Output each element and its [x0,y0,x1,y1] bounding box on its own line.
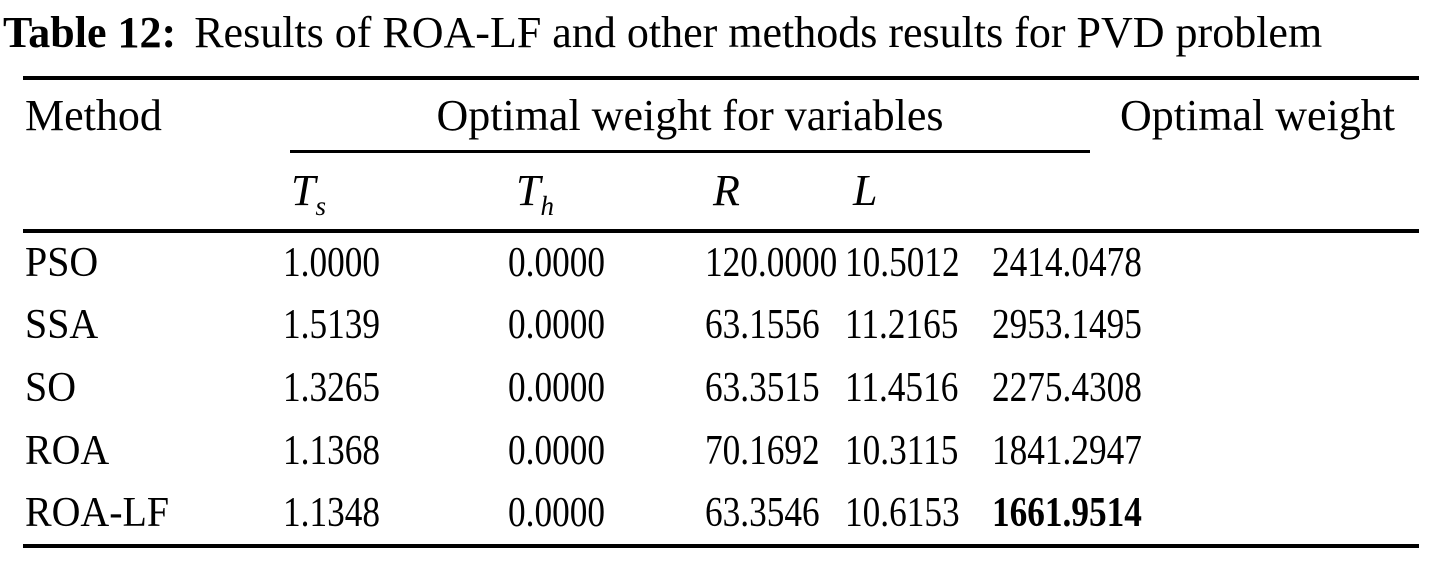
th-cell: 0.0000 [508,302,606,349]
variable-header-r: R [703,152,843,233]
l-cell: 10.6153 [845,490,960,537]
ts-cell: 1.5139 [283,302,381,349]
variable-ts-base: T [291,166,316,216]
l-cell: 11.4516 [845,365,959,412]
l-cell: 11.2165 [845,302,959,349]
variable-header-l: L [843,152,991,233]
method-cell: PSO [25,240,99,287]
variable-header-ts: Ts [281,152,506,233]
r-cell: 63.3515 [705,365,820,412]
r-cell: 120.0000 [705,240,838,287]
table-row-ssa: SSA 1.5139 0.0000 63.1556 11.2165 2953.1… [23,294,1419,357]
method-column-header: Method [23,77,281,233]
table-caption: Table 12: Results of ROA-LF and other met… [3,8,1454,59]
table-row-pso: PSO 1.0000 0.0000 120.0000 10.5012 2414.… [23,231,1419,294]
caption-text: Results of ROA-LF and other methods resu… [194,8,1323,57]
variable-r-base: R [713,166,740,216]
weight-cell: 2275.4308 [992,365,1142,412]
group-header-label: Optimal weight for variables [290,80,1091,153]
r-cell: 63.3546 [705,490,820,537]
header-row-top: Method Optimal weight for variables Opti… [23,77,1420,233]
group-column-header: Optimal weight for variables [281,78,1091,153]
results-table: Method Optimal weight for variables Opti… [23,75,1420,548]
th-cell: 0.0000 [508,365,606,412]
paper-table-page: Table 12: Results of ROA-LF and other met… [0,8,1454,562]
variable-header-th: Th [506,152,703,233]
th-cell: 0.0000 [508,490,606,537]
table-row-roa: ROA 1.1368 0.0000 70.1692 10.3115 1841.2… [23,420,1419,483]
weight-cell: 2953.1495 [992,302,1142,349]
variable-l-base: L [853,166,878,216]
header-row-variables: Ts Th R L [23,152,1419,233]
method-cell: ROA-LF [25,490,170,537]
r-cell: 70.1692 [705,428,820,475]
weight-cell: 1661.9514 [992,490,1142,537]
ts-cell: 1.1368 [283,428,381,475]
optimal-weight-column-header: Optimal weight [990,77,1420,233]
table-row-so: SO 1.3265 0.0000 63.3515 11.4516 2275.43… [23,357,1419,420]
variable-th-base: T [516,166,541,216]
th-cell: 0.0000 [508,428,606,475]
r-cell: 63.1556 [705,302,820,349]
table-row-roa-lf: ROA-LF 1.1348 0.0000 63.3546 10.6153 166… [23,483,1419,546]
weight-cell: 1841.2947 [992,428,1142,475]
weight-cell: 2414.0478 [992,240,1142,287]
ts-cell: 1.3265 [283,365,381,412]
variable-th-sub: h [540,190,554,221]
l-cell: 10.3115 [845,428,959,475]
method-cell: SO [25,365,77,412]
method-cell: SSA [25,302,99,349]
variable-ts-sub: s [315,190,326,221]
method-cell: ROA [25,428,110,475]
l-cell: 10.5012 [845,240,960,287]
caption-label: Table 12: [3,8,177,57]
ts-cell: 1.1348 [283,490,381,537]
ts-cell: 1.0000 [283,240,381,287]
th-cell: 0.0000 [508,240,606,287]
